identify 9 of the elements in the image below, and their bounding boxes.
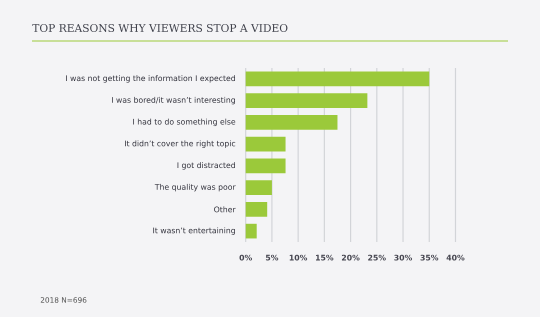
bar	[246, 224, 257, 238]
bar	[246, 136, 286, 152]
bar	[246, 115, 338, 130]
bar	[246, 72, 430, 86]
bar	[246, 93, 368, 108]
text: TOP REASONS WHY VIEWERS STOP A VIDEO	[32, 24, 288, 32]
bar	[246, 180, 272, 195]
bar	[246, 202, 268, 217]
bar	[246, 158, 286, 174]
